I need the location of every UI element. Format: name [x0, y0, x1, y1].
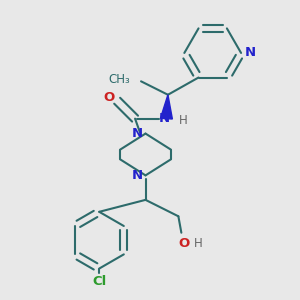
Polygon shape — [160, 95, 172, 119]
Text: N: N — [132, 169, 143, 182]
Text: H: H — [178, 114, 187, 127]
Text: CH₃: CH₃ — [109, 73, 130, 86]
Text: O: O — [179, 237, 190, 250]
Text: N: N — [244, 46, 256, 59]
Text: H: H — [194, 237, 203, 250]
Text: Cl: Cl — [92, 275, 106, 289]
Text: N: N — [132, 127, 143, 140]
Text: N: N — [158, 112, 169, 125]
Text: O: O — [103, 91, 114, 104]
